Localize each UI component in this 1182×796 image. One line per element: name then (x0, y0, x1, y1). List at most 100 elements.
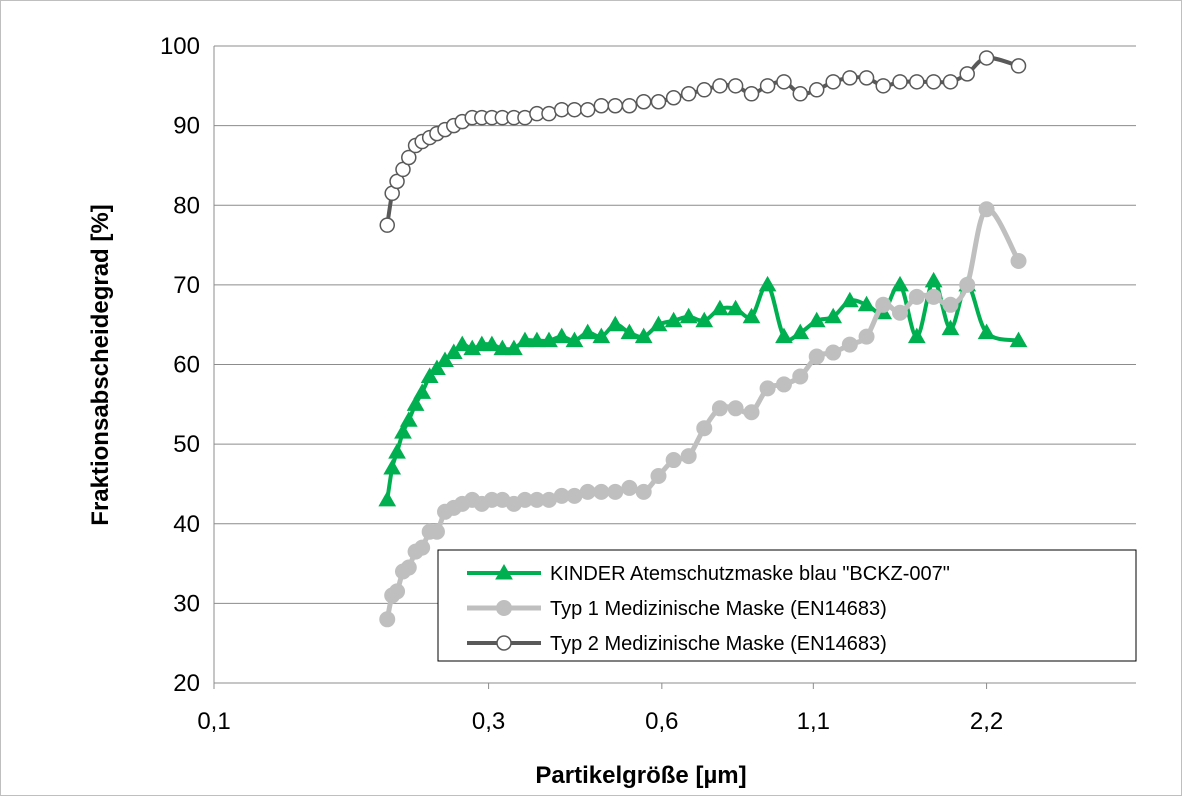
data-point (553, 101, 570, 118)
data-point (665, 452, 682, 469)
data-point (925, 288, 942, 305)
legend-label: KINDER Atemschutzmaske blau "BCKZ-007" (550, 563, 950, 585)
y-tick-label: 80 (173, 192, 200, 219)
data-point (825, 74, 841, 90)
data-point (941, 319, 960, 336)
data-point (696, 420, 713, 437)
data-point (726, 299, 745, 316)
x-tick-label: 1,1 (797, 708, 830, 735)
x-tick-label: 0,3 (472, 708, 505, 735)
data-point (858, 328, 875, 345)
data-point (727, 400, 744, 417)
legend-marker (496, 635, 512, 651)
data-point (743, 86, 760, 102)
data-point (942, 74, 959, 90)
data-point (620, 323, 639, 340)
data-point (679, 307, 698, 324)
legend: KINDER Atemschutzmaske blau "BCKZ-007" Ty… (437, 549, 1137, 662)
data-point (875, 296, 892, 313)
data-point (959, 66, 975, 82)
y-tick-label: 30 (173, 590, 200, 617)
data-point (942, 296, 959, 313)
data-point (635, 93, 652, 110)
data-point (711, 299, 729, 316)
data-point (428, 359, 446, 375)
x-tick-label: 2,2 (970, 708, 1003, 735)
x-axis-title: Partikelgröße [µm] (535, 762, 746, 789)
data-point (875, 78, 891, 94)
data-point (379, 217, 395, 233)
data-point (824, 307, 843, 324)
data-point (924, 271, 943, 288)
data-point (959, 276, 976, 293)
data-point (388, 443, 406, 459)
data-point (621, 97, 638, 114)
data-point (378, 490, 397, 507)
data-point (978, 201, 995, 218)
data-point (775, 376, 792, 393)
legend-marker (496, 600, 512, 616)
data-point (383, 459, 402, 475)
series-group (379, 50, 1027, 233)
data-point (552, 327, 571, 344)
x-tick-label: 0,6 (645, 708, 678, 735)
data-point (807, 311, 826, 328)
legend-marker (495, 563, 513, 580)
data-point (420, 367, 439, 383)
data-point (840, 291, 859, 308)
data-point (413, 383, 432, 399)
data-point (394, 423, 412, 439)
data-point (907, 327, 926, 344)
data-point (607, 97, 624, 114)
data-point (712, 78, 728, 94)
y-tick-label: 60 (173, 352, 200, 379)
data-point (791, 323, 810, 340)
data-point (401, 149, 417, 166)
data-point (621, 479, 638, 496)
x-tick-label: 0,1 (197, 708, 230, 735)
data-point (406, 395, 425, 411)
data-point (857, 295, 876, 312)
data-point (711, 400, 728, 417)
y-tick-label: 90 (173, 113, 200, 140)
data-point (978, 50, 995, 66)
series-group (379, 201, 1027, 628)
data-point (635, 483, 652, 500)
data-point (695, 311, 714, 328)
data-point (483, 335, 501, 352)
data-point (841, 336, 858, 353)
data-point (758, 275, 777, 292)
data-point (842, 70, 858, 86)
data-point (792, 86, 809, 102)
data-point (680, 448, 697, 465)
data-point (908, 288, 925, 305)
grid-layer (214, 45, 1136, 604)
data-point (892, 74, 908, 90)
series-group (378, 271, 1028, 507)
data-point (925, 74, 942, 90)
axis-layer: 20 30 40 50 60 70 80 90 100 0,1 0,3 0,6 1,1 2,2 (160, 33, 1136, 735)
data-point (665, 90, 682, 106)
data-point (892, 304, 909, 321)
data-point (808, 82, 825, 98)
data-point (578, 323, 597, 340)
data-point (1010, 58, 1027, 74)
y-axis-title: Fraktionsabscheidegrad [%] (87, 204, 114, 525)
data-point (593, 483, 610, 500)
data-point (414, 539, 431, 556)
data-point (505, 339, 523, 356)
data-point (516, 331, 534, 348)
series-line (385, 278, 1020, 501)
data-point (453, 335, 472, 352)
data-point (428, 523, 445, 540)
data-point (379, 611, 396, 628)
data-point (607, 483, 624, 500)
data-point (565, 331, 584, 348)
data-point (579, 101, 596, 118)
y-tick-label: 40 (173, 511, 200, 538)
data-point (858, 70, 875, 86)
data-point (808, 348, 825, 365)
data-point (759, 78, 776, 94)
